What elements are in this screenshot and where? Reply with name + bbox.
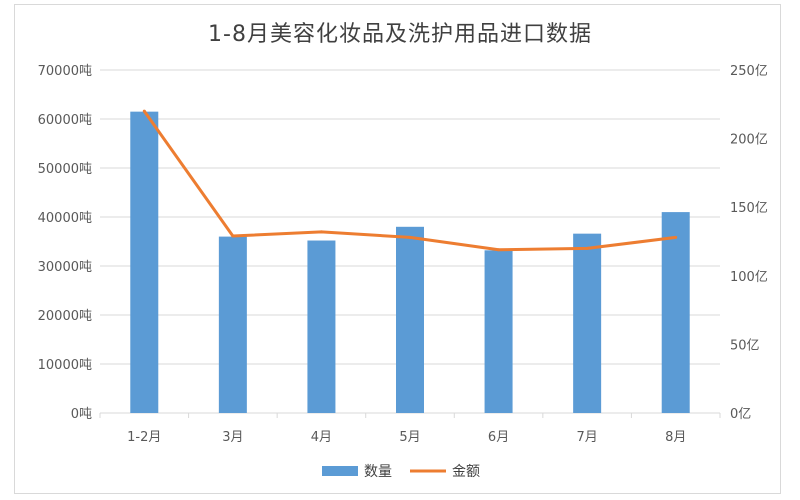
y-left-tick-label: 20000吨 [38, 309, 92, 324]
line-point [319, 230, 323, 234]
y-left-tick-label: 30000吨 [38, 260, 92, 275]
bar [307, 240, 336, 413]
bar [396, 226, 424, 413]
y-right-tick-label: 100亿 [730, 270, 768, 285]
chart-title: 1-8月美容化妆品及洗护用品进口数据 [208, 22, 592, 47]
y-left-tick-label: 40000吨 [38, 211, 92, 226]
line-point [408, 235, 412, 239]
legend-label: 数量 [364, 464, 392, 480]
line-point [142, 109, 146, 113]
y-right-tick-label: 150亿 [730, 201, 768, 216]
y-left-tick-label: 50000吨 [38, 162, 92, 177]
x-tick-label: 6月 [488, 430, 509, 445]
bar [130, 111, 159, 414]
line-point [231, 234, 235, 238]
legend-label: 金额 [452, 464, 480, 480]
y-right-tick-label: 50亿 [730, 338, 760, 353]
y-right-tick-label: 200亿 [730, 133, 768, 148]
y-right-tick-label: 250亿 [730, 64, 768, 79]
bar [573, 233, 602, 413]
x-tick-label: 7月 [577, 430, 598, 445]
line-point [497, 248, 501, 252]
bar [484, 250, 513, 413]
x-tick-label: 5月 [399, 430, 420, 445]
y-left-tick-label: 60000吨 [38, 113, 92, 128]
x-tick-label: 4月 [311, 430, 332, 445]
line-point [674, 235, 678, 239]
line-point [585, 246, 589, 250]
x-tick-label: 8月 [665, 430, 686, 445]
bar [661, 212, 690, 413]
y-left-tick-label: 0吨 [71, 407, 92, 422]
bar [218, 236, 247, 413]
y-left-tick-label: 10000吨 [38, 358, 92, 373]
y-right-tick-label: 0亿 [730, 407, 751, 422]
x-tick-label: 3月 [222, 430, 243, 445]
y-left-tick-label: 70000吨 [38, 64, 92, 79]
x-tick-label: 1-2月 [127, 430, 161, 445]
legend-swatch-bar [322, 466, 358, 476]
